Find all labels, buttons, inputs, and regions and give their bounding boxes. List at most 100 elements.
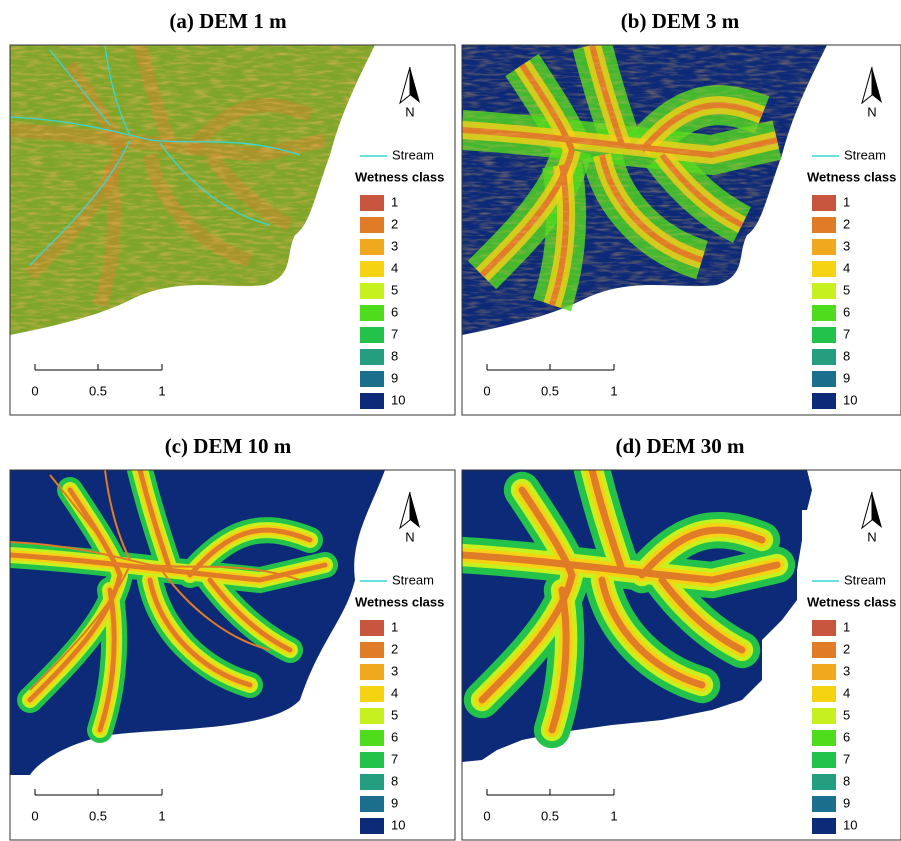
legend-swatch <box>812 393 836 409</box>
map-area <box>462 45 827 335</box>
legend-swatch <box>360 283 384 299</box>
legend-label: 9 <box>391 370 398 385</box>
north-arrow <box>400 492 410 528</box>
legend-label: 6 <box>391 729 398 744</box>
legend-swatch <box>812 239 836 255</box>
map-panel: NStreamWetness class1234567891000.51 <box>10 470 455 840</box>
legend-label: 5 <box>843 282 850 297</box>
legend-label: 4 <box>391 685 398 700</box>
legend-swatch <box>812 774 836 790</box>
terrain <box>10 470 385 775</box>
legend-label: 7 <box>843 751 850 766</box>
legend-swatch <box>360 217 384 233</box>
scale-label: 1 <box>610 383 617 398</box>
legend-swatch <box>812 730 836 746</box>
legend-swatch <box>812 664 836 680</box>
legend-label: 7 <box>391 326 398 341</box>
legend-swatch <box>360 349 384 365</box>
north-arrow <box>862 492 872 528</box>
north-arrow <box>410 67 420 103</box>
scale-label: 0 <box>483 808 490 823</box>
legend-title: Wetness class <box>807 594 896 609</box>
legend-label: 5 <box>391 707 398 722</box>
north-arrow <box>862 67 872 103</box>
legend-swatch <box>812 708 836 724</box>
legend-label: 3 <box>843 238 850 253</box>
legend-swatch <box>812 305 836 321</box>
panel-title: (a) DEM 1 m <box>169 9 287 33</box>
legend-label: 1 <box>391 194 398 209</box>
legend-swatch <box>360 686 384 702</box>
legend-label: 10 <box>391 392 405 407</box>
legend-swatch <box>360 774 384 790</box>
legend-swatch <box>812 818 836 834</box>
figure: NStreamWetness class1234567891000.51(a) … <box>0 0 901 841</box>
legend-swatch <box>360 796 384 812</box>
legend-label: 1 <box>843 194 850 209</box>
panel-title: (c) DEM 10 m <box>165 434 292 458</box>
legend-swatch <box>812 283 836 299</box>
legend-swatch <box>360 305 384 321</box>
scale-label: 0.5 <box>541 808 559 823</box>
legend-stream-label: Stream <box>844 147 886 162</box>
legend-label: 8 <box>391 348 398 363</box>
scale-label: 0 <box>31 808 38 823</box>
legend-swatch <box>812 327 836 343</box>
scale-label: 0.5 <box>89 808 107 823</box>
legend-swatch <box>360 393 384 409</box>
legend-swatch <box>812 371 836 387</box>
legend-label: 6 <box>843 729 850 744</box>
legend-label: 4 <box>391 260 398 275</box>
legend-label: 2 <box>843 216 850 231</box>
legend-label: 8 <box>843 348 850 363</box>
legend-swatch <box>360 642 384 658</box>
legend-swatch <box>360 195 384 211</box>
legend-title: Wetness class <box>355 169 444 184</box>
map-area <box>462 470 812 762</box>
legend-swatch <box>812 261 836 277</box>
north-arrow <box>410 492 420 528</box>
legend-label: 9 <box>843 795 850 810</box>
texture <box>10 45 375 335</box>
north-label: N <box>405 529 414 544</box>
legend-label: 3 <box>391 663 398 678</box>
legend-swatch <box>360 239 384 255</box>
scale-label: 1 <box>158 383 165 398</box>
legend-label: 3 <box>843 663 850 678</box>
scale-label: 0.5 <box>541 383 559 398</box>
north-label: N <box>405 104 414 119</box>
map-area <box>10 470 385 775</box>
north-arrow <box>400 67 410 103</box>
scale-label: 1 <box>158 808 165 823</box>
legend-label: 2 <box>843 641 850 656</box>
legend-swatch <box>812 752 836 768</box>
legend-swatch <box>812 642 836 658</box>
legend-label: 10 <box>843 392 857 407</box>
legend-swatch <box>360 818 384 834</box>
texture <box>462 45 827 335</box>
legend-swatch <box>812 620 836 636</box>
legend-swatch <box>360 620 384 636</box>
legend-label: 5 <box>843 707 850 722</box>
legend-label: 1 <box>391 619 398 634</box>
legend-swatch <box>360 664 384 680</box>
legend-swatch <box>360 730 384 746</box>
legend-swatch <box>360 327 384 343</box>
legend-label: 4 <box>843 685 850 700</box>
legend-label: 6 <box>843 304 850 319</box>
legend-label: 1 <box>843 619 850 634</box>
legend-label: 9 <box>843 370 850 385</box>
legend-label: 4 <box>843 260 850 275</box>
legend-swatch <box>812 349 836 365</box>
legend-title: Wetness class <box>807 169 896 184</box>
legend-swatch <box>360 752 384 768</box>
legend-label: 9 <box>391 795 398 810</box>
legend-label: 2 <box>391 216 398 231</box>
scale-label: 0.5 <box>89 383 107 398</box>
scale-label: 1 <box>610 808 617 823</box>
panel-title: (d) DEM 30 m <box>616 434 745 458</box>
north-arrow <box>872 67 882 103</box>
